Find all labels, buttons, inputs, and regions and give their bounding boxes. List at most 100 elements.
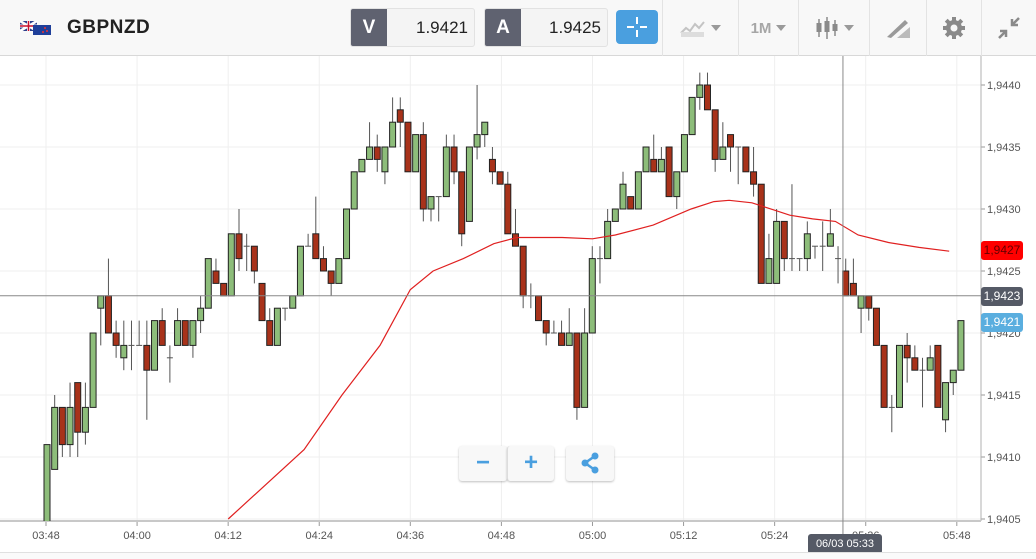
candle [504, 171, 512, 235]
candle [151, 320, 159, 371]
candle-body-bull [427, 196, 435, 210]
candle [619, 171, 627, 210]
minimize-button[interactable] [981, 0, 1036, 56]
candle-body-bull [942, 382, 950, 421]
candle-type-dropdown[interactable] [798, 0, 869, 56]
candle [742, 146, 750, 173]
candle-body-bull [343, 208, 351, 260]
buy-button[interactable]: A 1.9425 [484, 8, 608, 47]
candle [903, 333, 911, 383]
candle [204, 258, 212, 309]
candle [949, 369, 957, 395]
candle [66, 382, 74, 457]
candle-body-bull [642, 146, 650, 173]
candle [835, 246, 842, 284]
candle [396, 97, 404, 147]
candle [535, 295, 543, 322]
candle [542, 320, 550, 346]
candle [181, 320, 189, 346]
candle [373, 134, 381, 172]
candle-body-bull [389, 121, 397, 148]
candle [442, 134, 450, 198]
candle-body-bear [519, 245, 527, 297]
price-chart[interactable]: 1,94401,94351,94301,94251,94201,94151,94… [0, 56, 1036, 552]
candle [711, 109, 719, 172]
settings-button[interactable] [926, 0, 981, 56]
candle-body-bear [58, 406, 66, 446]
candle-body-bull [273, 307, 281, 346]
candle [250, 245, 258, 284]
drawing-tools-button[interactable] [869, 0, 926, 56]
candle-body-bear [396, 109, 404, 123]
x-tick-label: 05:12 [670, 530, 698, 542]
candle-body-bull [680, 134, 688, 173]
sell-label: V [351, 9, 387, 46]
y-tick-label: 1,9425 [987, 266, 1021, 278]
share-button[interactable] [566, 446, 614, 481]
candle [849, 258, 857, 297]
y-tick-label: 1,9430 [987, 204, 1021, 216]
candle [43, 444, 51, 521]
candle [366, 122, 374, 160]
candle [74, 382, 82, 457]
y-tick-label: 1,9405 [987, 514, 1021, 526]
candle [719, 122, 727, 160]
candle-body-bear [650, 158, 658, 173]
sell-button[interactable]: V 1.9421 [350, 8, 475, 47]
x-tick-label: 05:48 [943, 530, 971, 542]
candle [220, 282, 228, 297]
candle-body-bear [327, 270, 335, 284]
candle [657, 147, 665, 173]
buy-label: A [485, 9, 521, 46]
candle-body-bear [911, 357, 919, 371]
candle [519, 245, 527, 309]
crosshair-button[interactable] [616, 10, 658, 44]
candle-body-bull [289, 295, 297, 309]
candle-body-bull [565, 332, 573, 346]
candle-body-bear [112, 332, 120, 346]
ma-price-label: 1,9427 [981, 241, 1023, 260]
candle [266, 308, 274, 346]
x-tick-label: 03:48 [32, 530, 60, 542]
candle [680, 134, 688, 173]
chart-type-dropdown[interactable] [662, 0, 738, 56]
candle-body-bull [442, 146, 450, 198]
zoom-out-button[interactable]: − [459, 446, 507, 481]
x-tick-label: 04:48 [488, 530, 516, 542]
candle-body-bull [81, 406, 89, 433]
timeframe-label: 1M [750, 19, 772, 37]
candle [235, 209, 243, 271]
candle [158, 308, 166, 346]
candle-body-bear [757, 183, 765, 284]
candle [765, 233, 773, 284]
candle-body-bear [849, 282, 857, 297]
candle [319, 246, 327, 272]
candle [735, 146, 742, 185]
candle-body-bull [465, 146, 473, 222]
candle [872, 307, 880, 346]
x-tick-label: 04:24 [305, 530, 333, 542]
candle [895, 344, 903, 408]
candle [673, 171, 681, 209]
candle [780, 220, 788, 271]
candle-body-bear [258, 282, 266, 322]
candle-body-bull [204, 258, 212, 309]
candle [389, 97, 397, 148]
candle [558, 320, 566, 346]
candle-body-bull [619, 183, 627, 210]
candle [773, 209, 781, 284]
zoom-in-button[interactable]: + [507, 446, 554, 481]
candle-body-bull [66, 406, 74, 446]
candle-body-bear [419, 134, 427, 210]
candle [243, 233, 250, 271]
candle-body-bear [212, 270, 220, 284]
footer-strip [0, 552, 1036, 559]
candle-body-bull [604, 220, 612, 260]
candle-body-bull [335, 258, 343, 284]
candle [89, 332, 97, 408]
timeframe-dropdown[interactable]: 1M [738, 0, 798, 56]
candle [296, 245, 304, 297]
candle [258, 282, 266, 322]
candle [812, 245, 818, 259]
candle [911, 345, 919, 371]
